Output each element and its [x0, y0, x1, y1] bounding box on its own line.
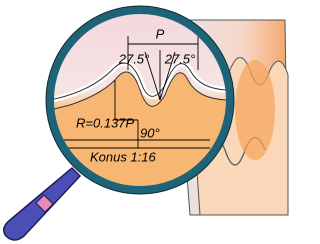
taper-label: Konus 1:16 [90, 149, 157, 164]
thread-illustration: P 27.5° 27.5° R=0.137P 90° Konus 1:16 [0, 0, 294, 244]
angle-label: 90° [140, 125, 160, 140]
angle-label: 27.5° [164, 51, 196, 66]
radius-label: R=0.137P [76, 115, 135, 130]
angle-label: 27.5° [118, 51, 150, 66]
pitch-label: P [156, 26, 165, 41]
handle [4, 168, 80, 240]
